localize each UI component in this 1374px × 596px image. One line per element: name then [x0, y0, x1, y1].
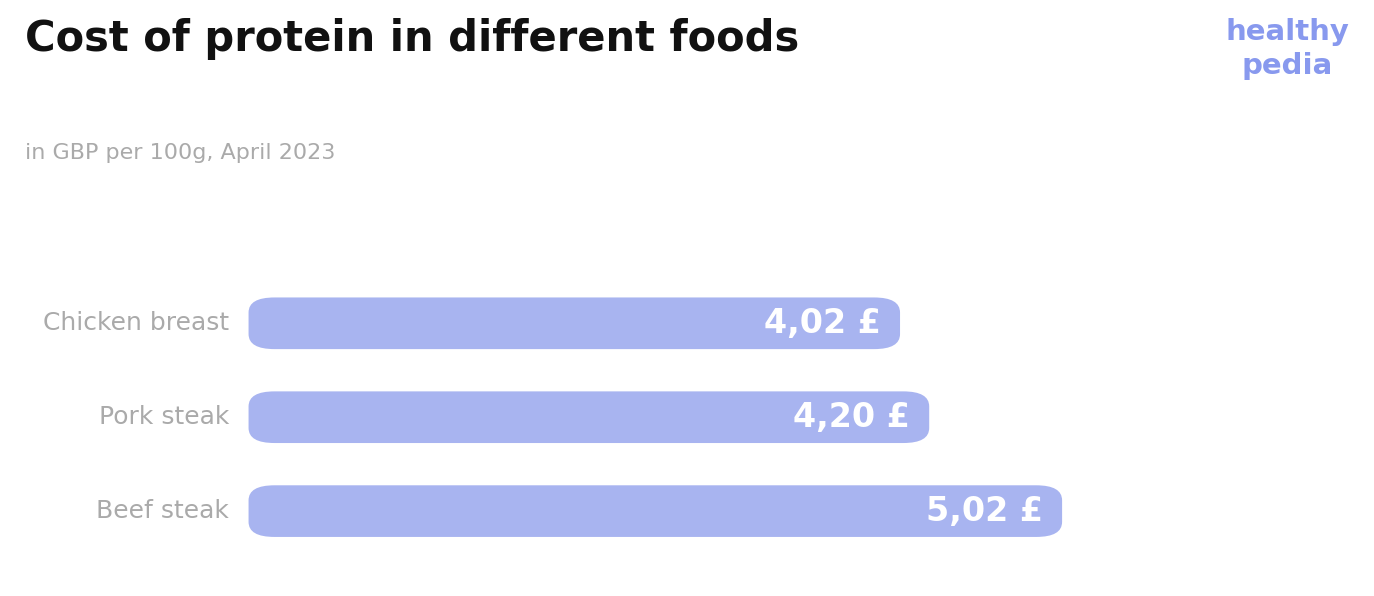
Text: 4,02 £: 4,02 £	[764, 307, 881, 340]
Text: 4,20 £: 4,20 £	[793, 401, 910, 434]
Text: Beef steak: Beef steak	[96, 499, 229, 523]
Text: in GBP per 100g, April 2023: in GBP per 100g, April 2023	[25, 143, 335, 163]
FancyBboxPatch shape	[249, 485, 1062, 537]
Text: Pork steak: Pork steak	[99, 405, 229, 429]
FancyBboxPatch shape	[249, 392, 929, 443]
Text: Cost of protein in different foods: Cost of protein in different foods	[25, 18, 800, 60]
FancyBboxPatch shape	[249, 297, 900, 349]
Text: healthy
pedia: healthy pedia	[1226, 18, 1349, 80]
Text: 5,02 £: 5,02 £	[926, 495, 1043, 527]
Text: Chicken breast: Chicken breast	[43, 311, 229, 336]
